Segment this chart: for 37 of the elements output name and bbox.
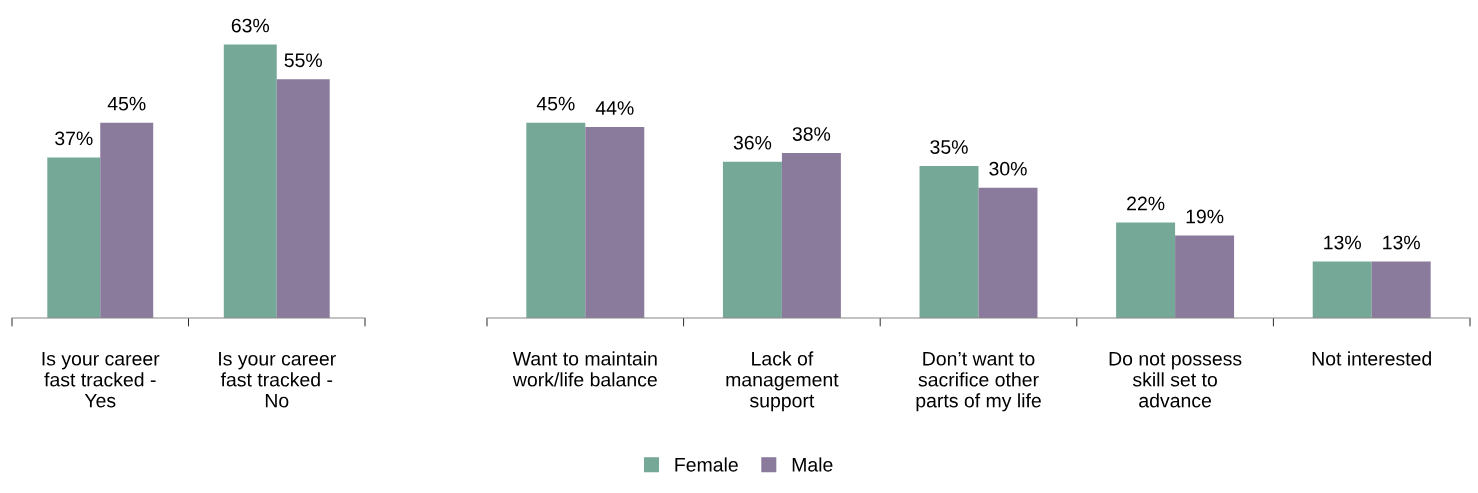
data-label: 63% bbox=[231, 18, 270, 33]
bar bbox=[1116, 222, 1176, 318]
x-tick-label: Lack of management support bbox=[726, 351, 839, 412]
data-label: 22% bbox=[1127, 196, 1165, 211]
legend-label: Male bbox=[792, 457, 833, 472]
data-label: 44% bbox=[595, 101, 634, 115]
bar bbox=[978, 187, 1038, 318]
data-label: 37% bbox=[55, 131, 93, 146]
data-label: 19% bbox=[1186, 209, 1224, 224]
bar bbox=[276, 79, 330, 318]
bar bbox=[585, 127, 645, 318]
data-label: 38% bbox=[792, 127, 831, 141]
x-tick-label: Is your career fast tracked - Yes bbox=[42, 352, 160, 408]
legend-label: Female bbox=[675, 457, 738, 472]
bar bbox=[526, 122, 586, 318]
x-tick-label: Is your career fast tracked - No bbox=[219, 352, 336, 408]
data-label: 30% bbox=[989, 161, 1027, 176]
bar bbox=[223, 44, 277, 318]
bar bbox=[1312, 261, 1372, 318]
data-label: 45% bbox=[107, 96, 146, 111]
data-label: 55% bbox=[284, 53, 322, 68]
bar bbox=[722, 161, 782, 318]
data-label: 13% bbox=[1324, 235, 1361, 250]
bar bbox=[919, 166, 979, 318]
data-label: 13% bbox=[1383, 235, 1420, 250]
x-tick-label: Don’t want to sacrifice other parts of my life bbox=[916, 352, 1041, 412]
data-label: 45% bbox=[536, 96, 575, 111]
bar bbox=[1371, 261, 1431, 318]
x-tick-label: Do not possess skill set to advance bbox=[1109, 352, 1242, 408]
x-tick-label: Want to maintain work/life balance bbox=[512, 351, 657, 387]
bar bbox=[781, 153, 841, 318]
bar bbox=[1175, 235, 1235, 318]
x-tick-label: Not interested bbox=[1312, 351, 1431, 366]
bar bbox=[47, 157, 101, 318]
data-label: 35% bbox=[930, 140, 968, 154]
bar bbox=[100, 122, 154, 318]
data-label: 36% bbox=[733, 135, 772, 150]
